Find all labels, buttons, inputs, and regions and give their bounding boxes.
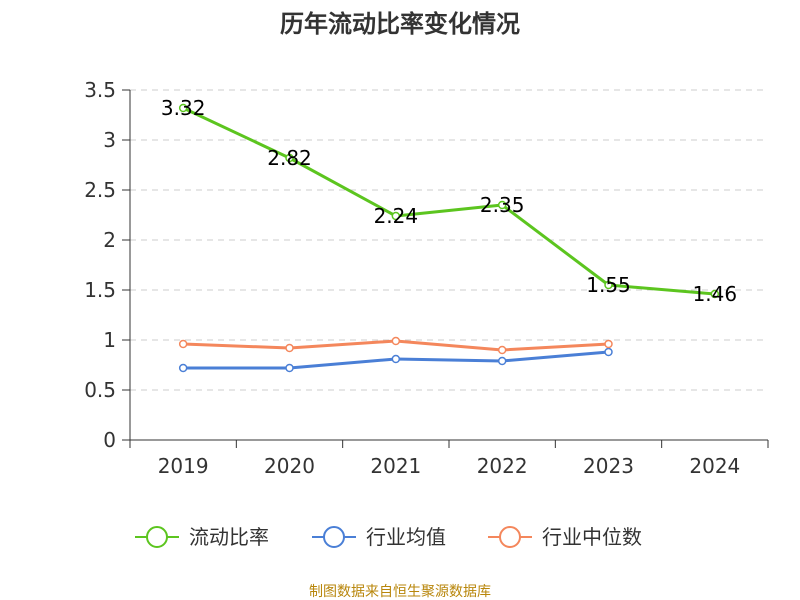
data-point [710,289,720,299]
data-point [604,280,613,290]
legend-label: 流动比率 [189,525,269,549]
y-tick-label: 2 [103,228,116,252]
y-tick-label: 2.5 [84,178,116,202]
x-tick-label: 2021 [370,454,421,478]
series-2 [178,336,613,355]
data-point [497,356,507,366]
data-labels: 3.32 2.82 2.24 2.35 1.55 1.46 [161,96,737,306]
y-tick-label: 3.5 [84,78,116,102]
legend-label: 行业均值 [366,525,446,549]
x-tick-label: 2019 [158,454,209,478]
legend-swatch-marker [146,526,168,548]
x-tick-label: 2020 [264,454,315,478]
data-label: 2.82 [267,146,312,170]
y-tick-label: 3 [103,128,116,152]
data-label: 3.32 [161,96,206,120]
legend-item-1[interactable]: 行业均值 [312,525,446,549]
series-layer [178,103,720,373]
y-tick-label: 0.5 [84,378,116,402]
data-label: 2.24 [374,204,419,228]
data-point [604,347,613,357]
data-point [178,103,188,113]
x-tick-label: 2022 [477,454,528,478]
axes: 0 0.5 1 1.5 2 2.5 3 3.5 2019 2020 2021 2022 2023 2024 [84,78,769,478]
data-point [391,211,401,221]
data-point [285,343,294,353]
x-tick-label: 2023 [583,454,634,478]
data-label: 1.55 [586,273,631,297]
legend-label: 行业中位数 [542,525,642,549]
source-note: 制图数据来自恒生聚源数据库 [309,584,491,600]
data-point [178,363,188,373]
series-1 [178,347,613,373]
data-point [391,354,401,364]
legend-item-2[interactable]: 行业中位数 [488,525,642,549]
data-point [178,339,188,349]
y-tick-label: 1.5 [84,278,116,302]
data-point [604,339,613,349]
data-label: 2.35 [480,193,525,217]
legend[interactable]: 流动比率 行业均值 行业中位数 [135,525,642,549]
data-point [497,345,507,355]
data-point [285,153,294,163]
data-point [285,363,294,373]
series-line [182,106,715,296]
data-point [391,336,401,346]
x-tick-label: 2024 [689,454,740,478]
y-tick-label: 0 [103,428,116,452]
legend-item-0[interactable]: 流动比率 [135,525,269,549]
series-0 [178,103,720,299]
chart-title: 历年流动比率变化情况 [280,10,520,38]
y-tick-label: 1 [103,328,116,352]
data-point [497,200,507,210]
data-label: 1.46 [693,282,738,306]
legend-swatch-marker [323,526,345,548]
legend-swatch-marker [499,526,521,548]
